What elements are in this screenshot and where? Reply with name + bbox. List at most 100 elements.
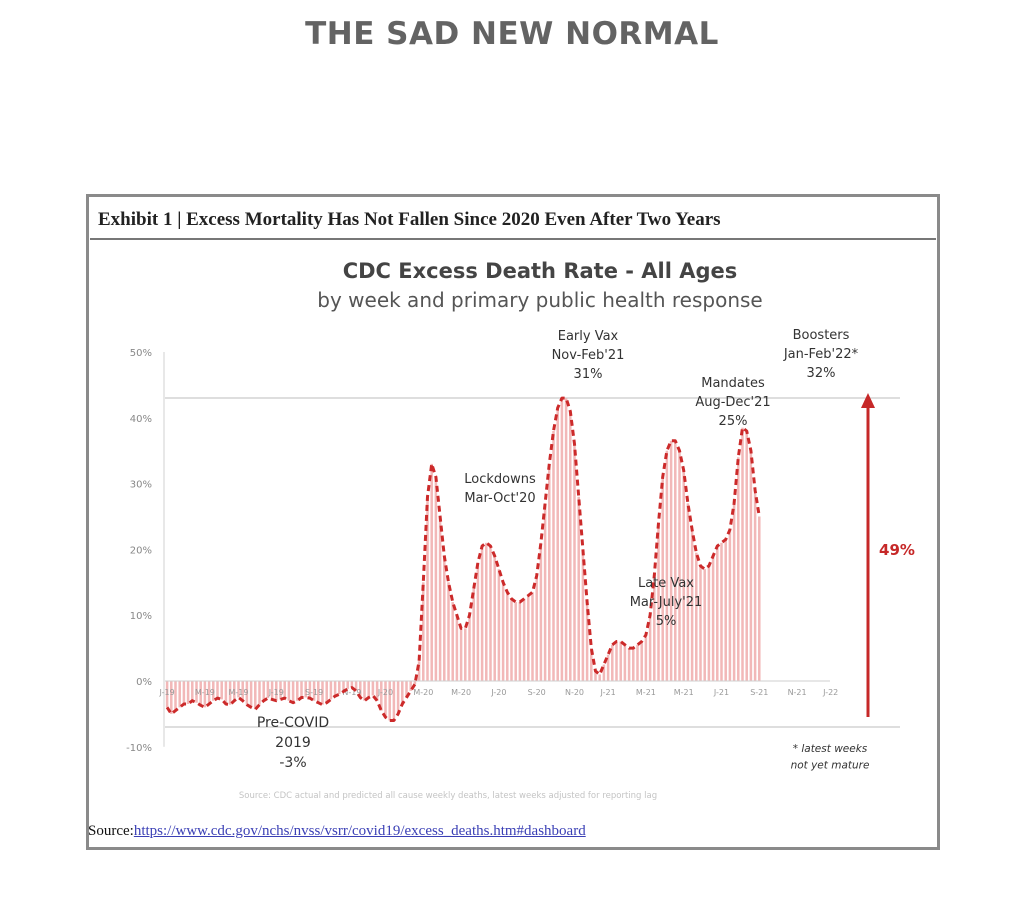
bar	[207, 681, 211, 705]
source-link[interactable]: https://www.cdc.gov/nchs/nvss/vsrr/covid…	[133, 823, 586, 839]
bar	[636, 644, 639, 681]
x-tick-label: J-20	[377, 688, 393, 697]
bar	[753, 490, 757, 681]
bar	[224, 681, 228, 705]
x-tick-label: J-20	[490, 688, 506, 697]
bar	[598, 674, 601, 681]
annotation-text: 5%	[656, 614, 677, 629]
x-tick-label: J-19	[159, 688, 175, 697]
bar	[724, 539, 727, 681]
bar	[426, 496, 429, 681]
x-tick-label: J-19	[268, 688, 284, 697]
bar	[308, 681, 312, 699]
annotation-text: 32%	[807, 366, 836, 381]
chart-subtitle: by week and primary public health respon…	[317, 288, 763, 312]
bar	[623, 644, 627, 681]
exhibit-frame	[86, 194, 940, 850]
bar	[564, 398, 568, 681]
bar	[312, 681, 316, 701]
bar	[199, 681, 202, 706]
bar	[329, 681, 333, 700]
bar	[699, 565, 702, 681]
x-tick-label: N-20	[565, 688, 584, 697]
bar	[682, 470, 685, 681]
bar	[506, 592, 509, 681]
bar	[321, 681, 324, 705]
bar	[174, 681, 177, 711]
bar	[489, 546, 492, 681]
bar	[333, 681, 337, 697]
bar	[695, 552, 698, 681]
bar	[262, 681, 265, 701]
x-tick-label: J-21	[600, 688, 616, 697]
bar	[732, 503, 736, 681]
bar	[556, 407, 559, 681]
bar	[245, 681, 249, 705]
source-line: Source:https://www.cdc.gov/nchs/nvss/vsr…	[88, 823, 586, 840]
bar	[728, 529, 732, 681]
bar	[165, 681, 169, 708]
bar	[300, 681, 303, 698]
bar	[325, 681, 328, 703]
bar	[720, 542, 723, 681]
bar	[388, 681, 391, 721]
bar	[632, 648, 635, 681]
bar	[678, 450, 681, 681]
x-tick-label: M-19	[195, 688, 215, 697]
bar	[363, 681, 366, 701]
bar	[237, 681, 240, 698]
bar	[434, 477, 438, 681]
bar	[522, 598, 526, 681]
bar	[401, 681, 404, 705]
bar	[644, 634, 648, 681]
annotation-text: Pre-COVID	[257, 715, 329, 731]
y-tick-label: 20%	[130, 545, 152, 556]
x-tick-label: M-21	[674, 688, 694, 697]
bar	[741, 427, 744, 681]
bar	[648, 615, 652, 681]
annotation-text: -3%	[279, 755, 306, 771]
bar	[615, 641, 618, 681]
bar	[665, 450, 669, 681]
bar	[392, 681, 396, 721]
bar	[455, 615, 459, 681]
bar	[581, 549, 585, 681]
x-tick-label: N-19	[342, 688, 361, 697]
bar	[480, 546, 484, 681]
bar	[464, 628, 467, 681]
annotation-text: Boosters	[793, 328, 850, 343]
bar	[380, 681, 383, 711]
annotation-text: Aug-Dec'21	[695, 395, 770, 410]
bar	[711, 555, 715, 681]
bar	[279, 681, 282, 700]
bar	[468, 615, 471, 681]
bar	[409, 681, 412, 691]
bar	[552, 430, 555, 681]
bar	[510, 598, 513, 681]
annotation-text: Mar-July'21	[630, 595, 703, 610]
x-tick-label: S-20	[528, 688, 546, 697]
bar	[291, 681, 295, 703]
y-tick-label: 10%	[130, 611, 152, 622]
bar	[451, 602, 454, 681]
bar	[346, 681, 349, 689]
bar	[228, 681, 232, 705]
annotation-text: Nov-Feb'21	[552, 348, 625, 363]
bar	[476, 562, 480, 681]
exhibit-title: Exhibit 1 | Excess Mortality Has Not Fal…	[98, 209, 721, 230]
annotation-text: 25%	[719, 414, 748, 429]
y-tick-label: -10%	[126, 743, 152, 754]
bar	[602, 664, 606, 681]
bar	[203, 681, 207, 708]
y-tick-label: 40%	[130, 414, 152, 425]
bar	[472, 588, 475, 681]
chart-title: CDC Excess Death Rate - All Ages	[342, 259, 738, 283]
bar	[674, 440, 677, 681]
annotation-text: Mandates	[701, 376, 765, 391]
bar	[497, 569, 501, 681]
annotation-text: Early Vax	[558, 329, 619, 344]
bar	[758, 516, 761, 681]
bar	[543, 503, 547, 681]
bar	[459, 628, 463, 681]
bar	[573, 444, 576, 681]
